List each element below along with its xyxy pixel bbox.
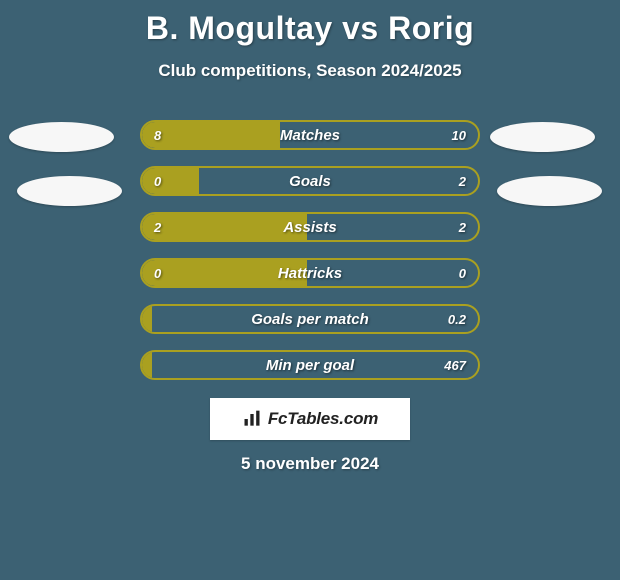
footer-date: 5 november 2024 xyxy=(0,454,620,474)
stat-bar-fill xyxy=(142,260,307,286)
stat-bar: Min per goal467 xyxy=(140,350,480,380)
stat-value-left: 0 xyxy=(154,260,161,286)
stat-bar: 0Hattricks0 xyxy=(140,258,480,288)
stat-bar: 2Assists2 xyxy=(140,212,480,242)
stat-value-left: 2 xyxy=(154,214,161,240)
stat-bar: 8Matches10 xyxy=(140,120,480,150)
branding-badge: FcTables.com xyxy=(210,398,410,440)
stat-bar: 0Goals2 xyxy=(140,166,480,196)
stat-value-left: 8 xyxy=(154,122,161,148)
comparison-bars: 8Matches10 0Goals2 2Assists2 0Hattricks0 Goa… xyxy=(140,120,480,396)
stat-bar-fill xyxy=(142,122,280,148)
stat-value-right: 10 xyxy=(452,122,466,148)
stat-value-right: 467 xyxy=(444,352,466,378)
page-title: B. Mogultay vs Rorig xyxy=(0,0,620,47)
avatar xyxy=(497,176,602,206)
stat-value-right: 0 xyxy=(459,260,466,286)
stat-bar: Goals per match0.2 xyxy=(140,304,480,334)
page-subtitle: Club competitions, Season 2024/2025 xyxy=(0,61,620,81)
stat-bar-fill xyxy=(142,214,307,240)
stat-value-left: 0 xyxy=(154,168,161,194)
avatar xyxy=(9,122,114,152)
stat-value-right: 0.2 xyxy=(448,306,466,332)
comparison-card: B. Mogultay vs Rorig Club competitions, … xyxy=(0,0,620,580)
stat-bar-fill xyxy=(142,352,152,378)
avatar xyxy=(17,176,122,206)
chart-bar-icon xyxy=(242,409,262,429)
branding-text: FcTables.com xyxy=(268,409,378,429)
stat-label: Min per goal xyxy=(142,352,478,378)
stat-bar-fill xyxy=(142,168,199,194)
stat-bar-fill xyxy=(142,306,152,332)
avatar xyxy=(490,122,595,152)
stat-value-right: 2 xyxy=(459,214,466,240)
stat-label: Goals per match xyxy=(142,306,478,332)
stat-value-right: 2 xyxy=(459,168,466,194)
